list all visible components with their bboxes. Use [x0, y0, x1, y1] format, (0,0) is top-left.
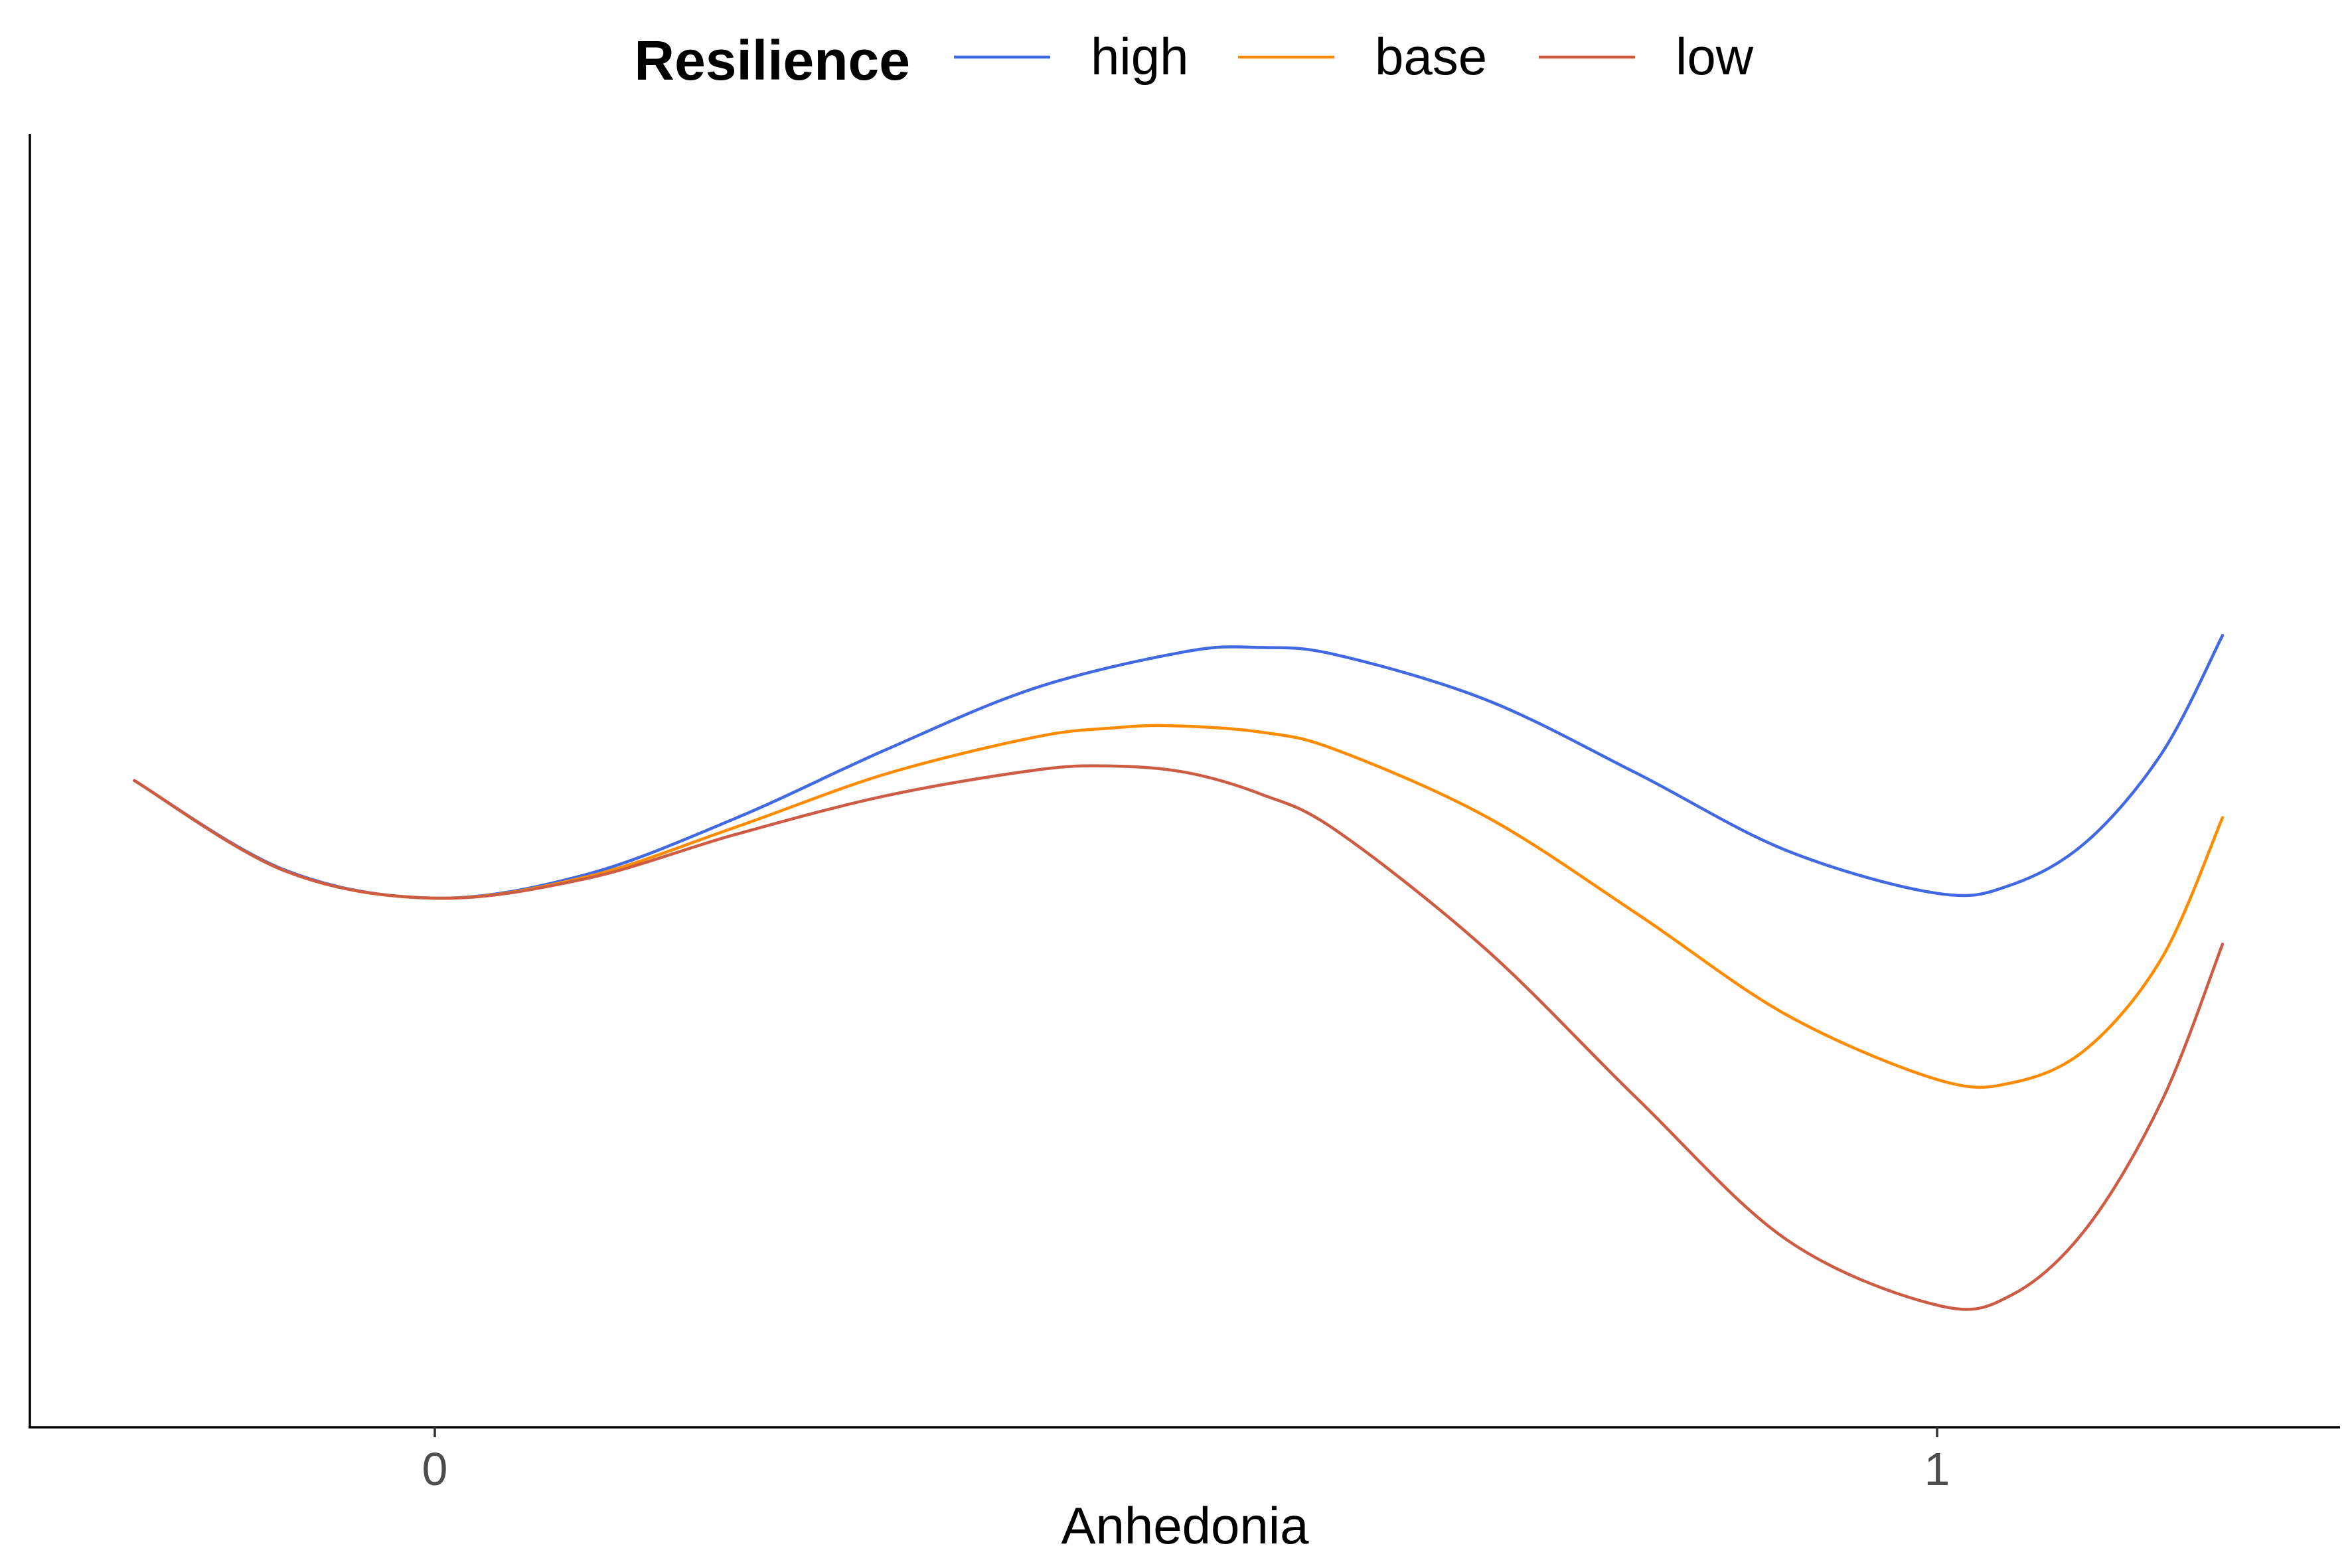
x-axis-title: Anhedonia [1061, 1496, 1309, 1555]
series-line-low [133, 764, 2225, 1311]
series-line-high [133, 633, 2225, 900]
series-layer [133, 633, 2225, 1311]
legend-title: Resilience [634, 29, 910, 92]
legend-label-low: low [1676, 27, 1754, 86]
series-line-base [133, 724, 2225, 1089]
legend-label-base: base [1375, 27, 1487, 86]
legend-label-high: high [1091, 27, 1188, 86]
x-tick-label: 1 [1924, 1443, 1950, 1495]
legend: Resilience high base low [634, 27, 1753, 92]
x-tick-label: 0 [422, 1443, 448, 1495]
